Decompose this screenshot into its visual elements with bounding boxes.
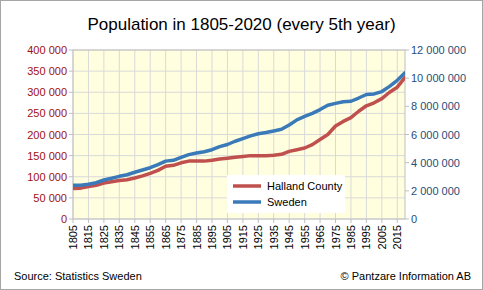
x-tick-label: 1995 xyxy=(360,225,372,249)
y-tick xyxy=(69,71,73,72)
x-tick xyxy=(304,219,305,223)
y-tick-label: 300 000 xyxy=(27,86,67,98)
legend-swatch xyxy=(233,184,261,188)
series-group xyxy=(73,73,405,189)
x-tick-label: 2005 xyxy=(376,225,388,249)
plot-frame xyxy=(73,50,405,219)
x-tick-label: 1885 xyxy=(191,225,203,249)
legend-box xyxy=(227,175,345,213)
x-tick-label: 1915 xyxy=(237,225,249,249)
x-tick xyxy=(196,219,197,223)
legend-label: Halland County xyxy=(267,180,343,192)
y-tick xyxy=(69,197,73,198)
x-tick xyxy=(366,219,367,223)
x-tick xyxy=(397,219,398,223)
y2-tick xyxy=(405,162,409,163)
y2-tick-label: 6 000 000 xyxy=(411,129,460,141)
x-tick-label: 2015 xyxy=(391,225,403,249)
y-tick-label: 50 000 xyxy=(33,192,67,204)
x-tick-label: 1945 xyxy=(283,225,295,249)
x-tick xyxy=(211,219,212,223)
y2-tick-label: 0 xyxy=(411,213,417,225)
y2-tick xyxy=(405,219,409,220)
y-grid-line xyxy=(73,71,405,72)
y-tick xyxy=(69,134,73,135)
x-tick xyxy=(103,219,104,223)
x-tick-label: 1845 xyxy=(129,225,141,249)
x-tick-label: 1925 xyxy=(252,225,264,249)
y-tick xyxy=(69,155,73,156)
y-tick xyxy=(69,50,73,51)
y2-tick-label: 4 000 000 xyxy=(411,157,460,169)
outer-frame xyxy=(1,1,483,290)
x-tick-label: 1975 xyxy=(330,225,342,249)
x-tick xyxy=(73,219,74,223)
x-tick-label: 1955 xyxy=(299,225,311,249)
source-note: Source: Statistics Sweden xyxy=(14,270,142,282)
y2-tick xyxy=(405,134,409,135)
x-tick xyxy=(320,219,321,223)
y2-tick-label: 8 000 000 xyxy=(411,100,460,112)
y-grid-line xyxy=(73,92,405,93)
x-tick xyxy=(134,219,135,223)
y-tick-label: 400 000 xyxy=(27,44,67,56)
x-tick xyxy=(181,219,182,223)
x-tick xyxy=(227,219,228,223)
x-tick xyxy=(165,219,166,223)
x-tick xyxy=(119,219,120,223)
y-tick-label: 0 xyxy=(61,213,67,225)
title: Population in 1805-2020 (every 5th year) xyxy=(87,15,395,34)
x-tick xyxy=(150,219,151,223)
plot-area xyxy=(73,50,405,219)
x-tick-label: 1875 xyxy=(175,225,187,249)
x-tick-label: 1865 xyxy=(160,225,172,249)
y-tick xyxy=(69,176,73,177)
y2-tick xyxy=(405,50,409,51)
y-tick xyxy=(69,92,73,93)
x-tick xyxy=(335,219,336,223)
x-tick xyxy=(289,219,290,223)
y-tick xyxy=(69,219,73,220)
x-tick-label: 1825 xyxy=(98,225,110,249)
legend-swatch xyxy=(233,200,261,204)
x-tick-label: 1895 xyxy=(206,225,218,249)
y2-tick xyxy=(405,190,409,191)
y-tick-label: 350 000 xyxy=(27,65,67,77)
x-tick-label: 1805 xyxy=(67,225,79,249)
y2-tick xyxy=(405,78,409,79)
x-tick xyxy=(88,219,89,223)
y-tick-label: 150 000 xyxy=(27,150,67,162)
x-tick xyxy=(242,219,243,223)
y-tick-label: 250 000 xyxy=(27,107,67,119)
x-tick xyxy=(381,219,382,223)
x-tick-label: 1965 xyxy=(314,225,326,249)
series-line xyxy=(73,73,405,185)
x-tick-label: 1935 xyxy=(268,225,280,249)
chart: Population in 1805-2020 (every 5th year)… xyxy=(0,0,483,290)
legend: Halland County Sweden xyxy=(227,175,345,213)
y-grid-line xyxy=(73,134,405,135)
y2-tick-label: 10 000 000 xyxy=(411,72,466,84)
x-tick-label: 1835 xyxy=(113,225,125,249)
series-line xyxy=(73,77,405,188)
y-tick-label: 100 000 xyxy=(27,171,67,183)
y2-tick-label: 12 000 000 xyxy=(411,44,466,56)
x-tick-label: 1905 xyxy=(221,225,233,249)
x-tick-label: 1855 xyxy=(144,225,156,249)
y2-tick-label: 2 000 000 xyxy=(411,185,460,197)
y2-tick xyxy=(405,106,409,107)
y-tick-label: 200 000 xyxy=(27,129,67,141)
x-tick-label: 1815 xyxy=(82,225,94,249)
credit-note: © Pantzare Information AB xyxy=(341,270,471,282)
y-tick xyxy=(69,113,73,114)
x-tick-label: 1985 xyxy=(345,225,357,249)
x-tick xyxy=(350,219,351,223)
legend-label: Sweden xyxy=(267,196,307,208)
x-tick xyxy=(258,219,259,223)
x-tick xyxy=(273,219,274,223)
